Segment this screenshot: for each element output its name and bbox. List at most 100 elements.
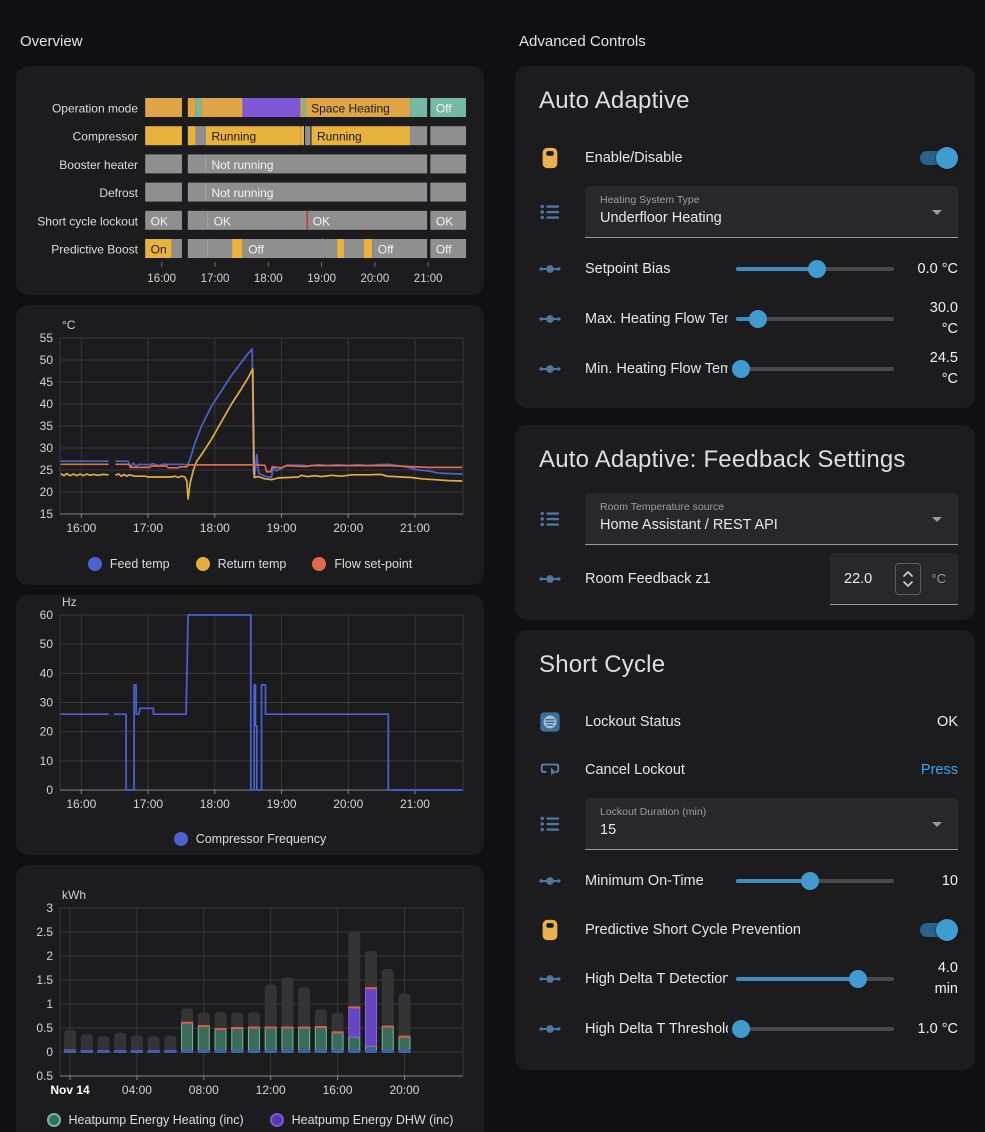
card-auto-adaptive-feedback-settings: Auto Adaptive: Feedback Settings Room Tem… xyxy=(515,425,975,620)
svg-text:Not running: Not running xyxy=(211,186,273,200)
slider-knob[interactable] xyxy=(801,872,820,890)
svg-text:10: 10 xyxy=(40,754,54,768)
slider-fill xyxy=(736,879,811,883)
chevron-down-icon xyxy=(932,517,942,522)
svg-text:Off: Off xyxy=(248,243,264,257)
row-minimum-on-time: Minimum On-Time 10 xyxy=(539,856,958,906)
slider-fill xyxy=(736,977,858,981)
svg-text:20:00: 20:00 xyxy=(333,521,363,535)
row-lockout-duration-min: Lockout Duration (min) 15 xyxy=(539,798,958,850)
select-floating-label: Room Temperature source xyxy=(600,501,725,513)
select-room-temperature-source[interactable]: Room Temperature source Home Assistant / … xyxy=(585,493,958,545)
chart-legend: Heatpump Energy Heating (inc) Heatpump En… xyxy=(16,1113,484,1127)
number-value[interactable]: 22.0 xyxy=(844,570,873,587)
legend-label: Heatpump Energy DHW (inc) xyxy=(291,1113,454,1127)
svg-text:0: 0 xyxy=(46,783,53,797)
slider-knob[interactable] xyxy=(749,310,768,328)
svg-text:45: 45 xyxy=(40,375,54,389)
slider-high-delta-t-detection[interactable] xyxy=(736,970,894,988)
svg-text:16:00: 16:00 xyxy=(147,273,176,285)
svg-text:17:00: 17:00 xyxy=(133,521,163,535)
select-floating-label: Lockout Duration (min) xyxy=(600,806,707,818)
row-label: Enable/Disable xyxy=(585,150,683,166)
slider-value-unit: °C xyxy=(941,321,958,337)
stepper[interactable] xyxy=(895,562,922,595)
slider-minimum-on-time[interactable] xyxy=(736,872,894,890)
slider-min-heating-flow-tem[interactable] xyxy=(731,360,894,378)
slider-value-number: 4.0 xyxy=(937,960,958,976)
slider-knob[interactable] xyxy=(731,1020,750,1038)
svg-text:OK: OK xyxy=(214,214,231,228)
slider-icon xyxy=(539,308,561,330)
legend-label: Heatpump Energy Heating (inc) xyxy=(68,1113,244,1127)
toggle-knob[interactable] xyxy=(936,919,958,941)
slider-track[interactable] xyxy=(736,367,894,371)
legend-label: Compressor Frequency xyxy=(195,832,327,846)
row-label: Lockout Status xyxy=(585,714,681,730)
svg-text:18:00: 18:00 xyxy=(200,521,230,535)
svg-text:Not running: Not running xyxy=(211,158,273,172)
legend-dot xyxy=(312,557,327,571)
select-floating-label: Heating System Type xyxy=(600,194,700,206)
svg-text:20: 20 xyxy=(40,725,54,739)
row-heating-system-type: Heating System Type Underfloor Heating xyxy=(539,186,958,238)
slider-track[interactable] xyxy=(736,1027,894,1031)
slider-setpoint-bias[interactable] xyxy=(736,260,894,278)
advanced-cards: Auto Adaptive Enable/Disable Heating Syste… xyxy=(515,66,975,1070)
toggle-icon xyxy=(539,918,561,942)
svg-text:Running: Running xyxy=(317,130,362,144)
svg-text:55: 55 xyxy=(40,331,54,345)
status-icon xyxy=(539,711,561,733)
slider-value-unit: min xyxy=(934,981,958,997)
svg-text:30: 30 xyxy=(40,696,54,710)
select-lockout-duration-min[interactable]: Lockout Duration (min) 15 xyxy=(585,798,958,850)
slider-knob[interactable] xyxy=(731,360,750,378)
slider-max-heating-flow-tem[interactable] xyxy=(736,310,894,328)
svg-text:17:00: 17:00 xyxy=(201,273,230,285)
row-label: High Delta T Threshold xyxy=(585,1021,728,1037)
svg-text:2.5: 2.5 xyxy=(36,925,53,939)
legend-label: Flow set-point xyxy=(334,557,413,571)
toggle-switch[interactable] xyxy=(920,147,958,169)
svg-text:Operation mode: Operation mode xyxy=(52,102,138,116)
slider-value-number: 30.0 xyxy=(929,300,958,316)
row-value: OK xyxy=(937,714,958,730)
svg-text:40: 40 xyxy=(40,666,54,680)
tap-icon xyxy=(539,759,561,781)
slider-high-delta-t-threshold[interactable] xyxy=(731,1020,894,1038)
advanced-column: Advanced Controls Auto Adaptive Enable/Di… xyxy=(515,26,975,1070)
legend-label: Return temp xyxy=(217,557,287,571)
svg-text:0: 0 xyxy=(46,1045,53,1059)
toggle-knob[interactable] xyxy=(936,147,958,169)
legend-item: Return temp xyxy=(195,557,287,571)
slider-value: 10 xyxy=(941,872,958,889)
toggle-switch[interactable] xyxy=(920,919,958,941)
slider-value: 4.0 min xyxy=(908,958,958,1000)
legend-item: Compressor Frequency xyxy=(173,832,327,846)
svg-text:°C: °C xyxy=(62,318,76,332)
svg-text:08:00: 08:00 xyxy=(189,1083,219,1097)
svg-text:21:00: 21:00 xyxy=(400,521,430,535)
svg-text:12:00: 12:00 xyxy=(256,1083,286,1097)
legend-dot xyxy=(269,1113,284,1127)
temperature-chart-card: 55 50 45 40 35 30 25 20 15 16:00 17:00 18:00 19:00 20… xyxy=(16,305,484,585)
slider-track[interactable] xyxy=(736,317,894,321)
number-input-room-feedback-z1[interactable]: 22.0 °C xyxy=(830,553,958,605)
slider-icon xyxy=(539,568,561,590)
svg-text:Compressor: Compressor xyxy=(73,130,138,144)
row-max-heating-flow-tem: Max. Heating Flow Tem... 30.0 °C xyxy=(539,294,958,344)
legend-dot xyxy=(173,832,188,846)
temperature-chart: 55 50 45 40 35 30 25 20 15 16:00 17:00 18:00 19:00 20… xyxy=(40,318,464,535)
slider-knob[interactable] xyxy=(807,260,826,278)
slider-icon xyxy=(539,968,561,990)
press-button[interactable]: Press xyxy=(920,762,958,778)
toggle-icon xyxy=(539,146,561,170)
select-heating-system-type[interactable]: Heating System Type Underfloor Heating xyxy=(585,186,958,238)
chart-legend: Compressor Frequency xyxy=(16,832,484,846)
slider-fill xyxy=(736,317,759,321)
legend-item: Heatpump Energy DHW (inc) xyxy=(269,1113,454,1127)
slider-knob[interactable] xyxy=(848,970,867,988)
slider-value-number: 24.5 xyxy=(929,350,958,366)
row-label: High Delta T Detection ... xyxy=(585,971,728,987)
svg-text:OK: OK xyxy=(313,214,330,228)
